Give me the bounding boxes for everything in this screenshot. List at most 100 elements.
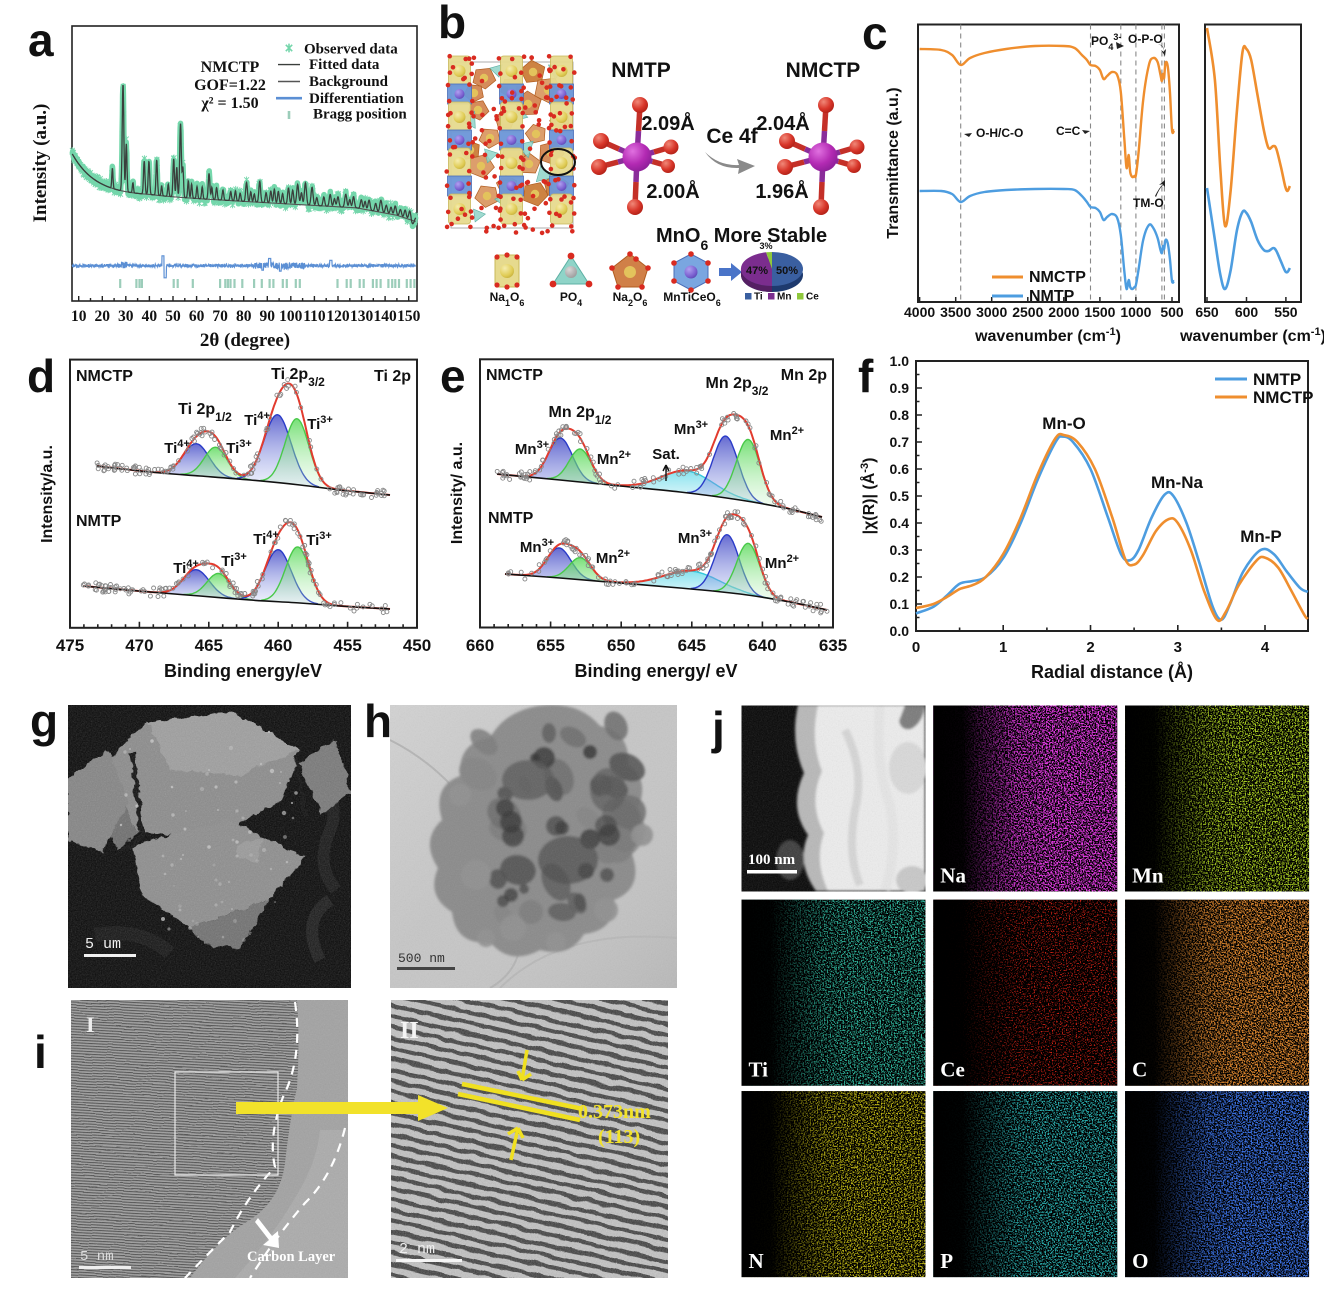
svg-text:TM-O: TM-O bbox=[1133, 196, 1164, 210]
svg-text:NMTP: NMTP bbox=[1253, 370, 1301, 389]
svg-text:110: 110 bbox=[303, 308, 326, 325]
svg-text:500: 500 bbox=[1160, 304, 1184, 320]
svg-text:Intensity/ a.u.: Intensity/ a.u. bbox=[449, 442, 466, 544]
svg-text:Carbon Layer: Carbon Layer bbox=[247, 1249, 336, 1265]
svg-text:2000: 2000 bbox=[1048, 304, 1079, 320]
svg-text:Ti 2p: Ti 2p bbox=[374, 368, 411, 385]
svg-text:5 nm: 5 nm bbox=[80, 1249, 114, 1265]
svg-text:1: 1 bbox=[999, 639, 1007, 656]
svg-text:5 um: 5 um bbox=[85, 936, 121, 953]
svg-text:Ce 4f: Ce 4f bbox=[706, 125, 758, 148]
svg-text:2θ (degree): 2θ (degree) bbox=[200, 330, 290, 351]
svg-text:0: 0 bbox=[912, 639, 920, 656]
svg-text:Mn-O: Mn-O bbox=[1042, 414, 1085, 433]
svg-text:Differentiation: Differentiation bbox=[309, 91, 404, 107]
svg-text:NMCTP: NMCTP bbox=[1253, 388, 1313, 407]
svg-text:Intensity (a.u.): Intensity (a.u.) bbox=[30, 104, 51, 223]
svg-text:500 nm: 500 nm bbox=[398, 951, 445, 966]
svg-text:465: 465 bbox=[195, 636, 223, 655]
svg-text:550: 550 bbox=[1274, 304, 1298, 320]
svg-text:0.7: 0.7 bbox=[890, 434, 910, 450]
svg-text:Na1O6: Na1O6 bbox=[490, 290, 525, 308]
svg-text:Mn-P: Mn-P bbox=[1240, 527, 1282, 546]
svg-text:Mn 2p: Mn 2p bbox=[781, 367, 827, 384]
svg-text:Background: Background bbox=[309, 74, 389, 90]
svg-text:P: P bbox=[940, 1249, 953, 1273]
svg-text:80: 80 bbox=[236, 308, 252, 325]
svg-text:C=C: C=C bbox=[1056, 124, 1081, 138]
svg-text:60: 60 bbox=[189, 308, 205, 325]
svg-text:3%: 3% bbox=[759, 241, 772, 251]
svg-text:10: 10 bbox=[71, 308, 87, 325]
svg-text:655: 655 bbox=[536, 636, 564, 655]
svg-text:650: 650 bbox=[1195, 304, 1219, 320]
svg-text:100: 100 bbox=[279, 308, 303, 325]
svg-text:475: 475 bbox=[56, 636, 84, 655]
svg-text:50%: 50% bbox=[776, 265, 798, 277]
svg-text:635: 635 bbox=[819, 636, 847, 655]
svg-text:1500: 1500 bbox=[1084, 304, 1115, 320]
svg-text:40: 40 bbox=[142, 308, 158, 325]
svg-text:600: 600 bbox=[1235, 304, 1259, 320]
svg-text:3500: 3500 bbox=[940, 304, 971, 320]
svg-text:4000: 4000 bbox=[904, 304, 935, 320]
svg-text:I: I bbox=[86, 1012, 95, 1037]
svg-text:0.5: 0.5 bbox=[890, 488, 910, 504]
svg-text:Bragg position: Bragg position bbox=[313, 107, 407, 123]
svg-text:NMCTP: NMCTP bbox=[76, 368, 133, 385]
svg-text:Sat.: Sat. bbox=[652, 446, 680, 463]
svg-text:wavenumber (cm-1): wavenumber (cm-1) bbox=[1179, 326, 1324, 345]
svg-text:O: O bbox=[1132, 1249, 1148, 1273]
svg-text:χ² = 1.50: χ² = 1.50 bbox=[200, 95, 258, 112]
svg-text:Intensity/a.u.: Intensity/a.u. bbox=[39, 445, 56, 543]
svg-text:2.09Å: 2.09Å bbox=[641, 111, 694, 135]
svg-text:NMTP: NMTP bbox=[611, 59, 671, 82]
svg-text:NMCTP: NMCTP bbox=[201, 59, 260, 76]
svg-text:Binding energy/ eV: Binding energy/ eV bbox=[574, 661, 737, 681]
svg-text:Mn-Na: Mn-Na bbox=[1151, 473, 1203, 492]
svg-text:30: 30 bbox=[118, 308, 134, 325]
svg-text:NMCTP: NMCTP bbox=[786, 59, 861, 82]
svg-text:47%: 47% bbox=[746, 265, 768, 277]
svg-text:NMTP: NMTP bbox=[488, 510, 534, 527]
svg-text:1.0: 1.0 bbox=[890, 353, 910, 369]
svg-text:Ce: Ce bbox=[806, 292, 819, 303]
svg-text:3: 3 bbox=[1174, 639, 1182, 656]
svg-text:660: 660 bbox=[466, 636, 494, 655]
svg-text:150: 150 bbox=[397, 308, 421, 325]
svg-text:i: i bbox=[34, 1026, 47, 1078]
svg-text:0.6: 0.6 bbox=[890, 461, 910, 477]
svg-text:455: 455 bbox=[333, 636, 361, 655]
svg-text:NMTP: NMTP bbox=[76, 513, 122, 530]
svg-text:Radial distance (Å): Radial distance (Å) bbox=[1031, 662, 1193, 682]
svg-text:NMTP: NMTP bbox=[1029, 288, 1075, 305]
svg-text:0.9: 0.9 bbox=[890, 380, 910, 396]
svg-text:460: 460 bbox=[264, 636, 292, 655]
svg-text:O-H/C-O: O-H/C-O bbox=[976, 126, 1023, 140]
svg-text:2: 2 bbox=[1086, 639, 1094, 656]
svg-text:50: 50 bbox=[165, 308, 181, 325]
svg-text:NMCTP: NMCTP bbox=[1029, 269, 1086, 286]
svg-text:PO4: PO4 bbox=[560, 290, 582, 308]
svg-text:Mn: Mn bbox=[1132, 864, 1164, 888]
svg-text:0.0: 0.0 bbox=[890, 623, 910, 639]
svg-text:140: 140 bbox=[373, 308, 397, 325]
svg-text:Transmittance (a.u.): Transmittance (a.u.) bbox=[885, 87, 902, 238]
svg-text:650: 650 bbox=[607, 636, 635, 655]
svg-text:450: 450 bbox=[403, 636, 431, 655]
svg-text:Ce: Ce bbox=[940, 1058, 965, 1082]
svg-text:0.1: 0.1 bbox=[890, 596, 910, 612]
svg-text:Observed data: Observed data bbox=[304, 42, 398, 58]
svg-text:3000: 3000 bbox=[976, 304, 1007, 320]
svg-text:640: 640 bbox=[748, 636, 776, 655]
svg-text:NMCTP: NMCTP bbox=[486, 367, 543, 384]
svg-text:4: 4 bbox=[1261, 639, 1270, 656]
svg-text:Mn: Mn bbox=[777, 292, 791, 303]
svg-text:0.3: 0.3 bbox=[890, 542, 910, 558]
svg-text:b: b bbox=[438, 0, 466, 48]
svg-text:0.373nm: 0.373nm bbox=[578, 1101, 651, 1123]
svg-text:e: e bbox=[440, 350, 466, 402]
svg-text:1000: 1000 bbox=[1120, 304, 1151, 320]
svg-text:130: 130 bbox=[350, 308, 374, 325]
svg-text:2.04Å: 2.04Å bbox=[756, 111, 809, 135]
